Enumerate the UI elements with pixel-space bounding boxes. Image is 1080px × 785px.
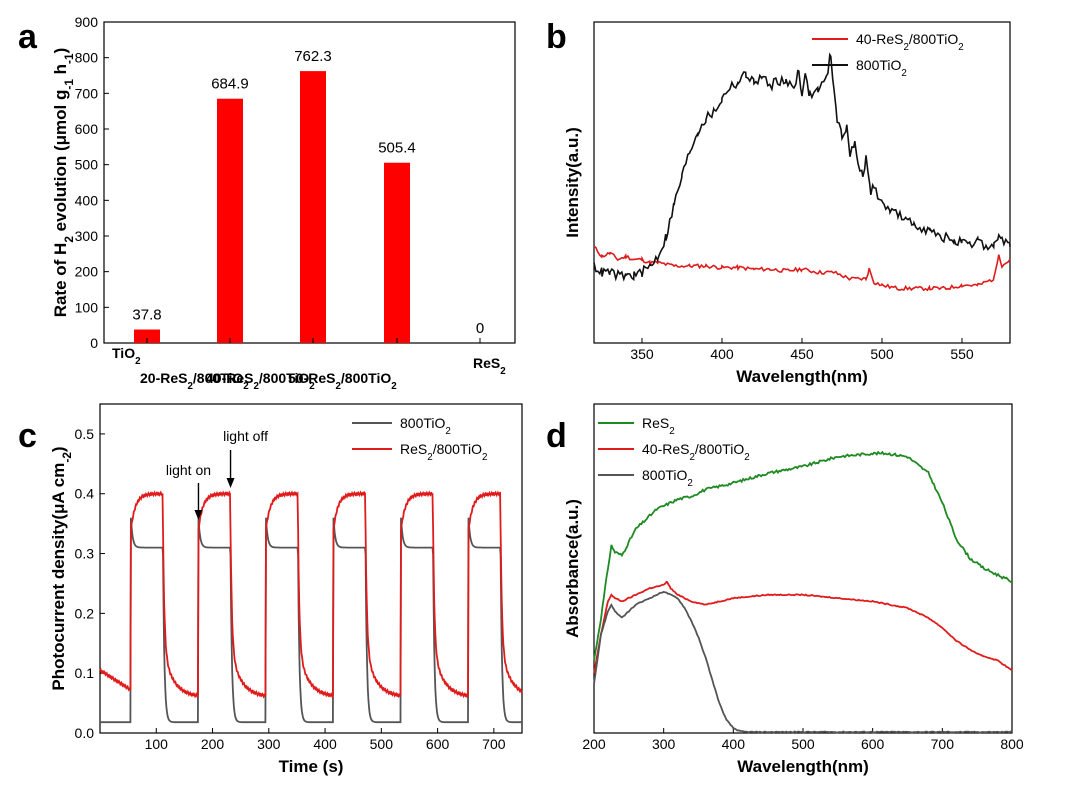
panel-a-ytick-label: 300 [75, 228, 99, 244]
panel-c-xtick-label: 400 [313, 736, 337, 752]
panel-a-ytick-label: 400 [75, 192, 99, 208]
panel-a-category-label: 40-ReS2/800TiO2 [206, 370, 315, 392]
panel-d-xtick-label: 600 [861, 736, 885, 752]
panel-d-xlabel: Wavelength(nm) [737, 757, 869, 776]
panel-d-series-line [593, 590, 1013, 734]
panel-c-annotation-light-off: light off [223, 428, 268, 444]
panel-a-bar [134, 329, 160, 343]
panel-c-ytick-label: 0.0 [75, 725, 95, 741]
panel-c-arrowhead-light-on [194, 510, 203, 520]
panel-a-ytick-label: 800 [75, 50, 99, 66]
panel-d-xtick-label: 800 [1000, 736, 1024, 752]
panel-c-xlabel: Time (s) [279, 757, 344, 776]
panel-a-category-label: ReS2 [473, 355, 506, 377]
panel-b-xlabel: Wavelength(nm) [736, 367, 868, 386]
panel-b-xtick-label: 350 [630, 346, 654, 362]
panel-b-xtick-label: 550 [950, 346, 974, 362]
panel-a-bar-chart: 0 100 200 300 400 500 600 700 800 900 37.8 684.9 762… [51, 14, 516, 392]
panel-d-series-line [593, 450, 1013, 661]
panel-b-xtick-label: 500 [870, 346, 894, 362]
panel-b-xtick-label: 400 [710, 346, 734, 362]
panel-b-legend-label: 800TiO2 [856, 57, 907, 79]
panel-a-value-label: 0 [476, 320, 484, 337]
panel-letter-d: d [546, 417, 567, 455]
panel-d-legend-label: 40-ReS2/800TiO2 [642, 441, 750, 463]
panel-d-ylabel: Absorbance(a.u.) [563, 499, 582, 638]
panel-letter-b: b [546, 18, 567, 56]
panel-c-ylabel: Photocurrent density(μA cm-2) [49, 446, 74, 690]
panel-c-arrowhead-light-off [226, 478, 235, 488]
panel-c-series-line [100, 517, 522, 724]
panel-letter-a: a [18, 18, 38, 56]
panel-a-ytick-label: 700 [75, 85, 99, 101]
panel-b-series-line [593, 245, 1011, 292]
panel-c-xtick-label: 500 [370, 736, 394, 752]
panel-a-ylabel: Rate of H2 evolution (μmol g-1 h-1) [51, 48, 76, 318]
panel-d-xtick-label: 200 [582, 736, 606, 752]
panel-d-line-chart: 200 300 400 500 600 700 800 Wavelength(nm) Absor… [563, 403, 1024, 776]
panel-a-ytick-label: 0 [90, 335, 98, 351]
panel-d-legend-label: 800TiO2 [642, 467, 693, 489]
panel-c-ytick-label: 0.3 [75, 546, 95, 562]
panel-a-ytick-label: 500 [75, 157, 99, 173]
panel-d-xtick-label: 500 [791, 736, 815, 752]
panel-a-category-label: TiO2 [112, 345, 141, 367]
panel-c-xtick-label: 700 [482, 736, 506, 752]
panel-d-legend-label: ReS2 [642, 415, 675, 437]
panel-d-xtick-label: 400 [722, 736, 746, 752]
panel-b-line-chart: 350 400 450 500 550 Wavelength(nm) Intensity(a… [563, 21, 1011, 386]
panel-b-legend-label: 40-ReS2/800TiO2 [856, 31, 964, 53]
panel-b-axes-frame [593, 21, 1011, 344]
panel-b-xtick-label: 450 [790, 346, 814, 362]
panel-c-legend-label: 800TiO2 [400, 415, 451, 437]
panel-a-value-label: 505.4 [378, 140, 416, 157]
panel-a-value-label: 762.3 [294, 48, 332, 65]
panel-a-category-label: 50-ReS2/800TiO2 [288, 370, 397, 392]
panel-c-xtick-label: 600 [426, 736, 450, 752]
panel-c-annotation-light-on: light on [166, 462, 211, 478]
panel-c-line-chart: 100 200 300 400 500 600 700 0.0 0.1 0.2 0.3 0.4 0.5 T… [49, 403, 523, 776]
panel-a-bar [384, 162, 410, 343]
panel-d-xtick-label: 300 [652, 736, 676, 752]
panel-a-value-label: 684.9 [211, 76, 249, 93]
panel-b-series-line [593, 52, 1011, 282]
panel-a-ytick-label: 600 [75, 121, 99, 137]
panel-a-ytick-label: 100 [75, 299, 99, 315]
panel-a-category-label: 20-ReS2/800TiO2 [140, 370, 249, 392]
panel-c-xtick-label: 200 [201, 736, 225, 752]
panel-d-xtick-label: 700 [931, 736, 955, 752]
panel-c-series-line [99, 490, 523, 700]
panel-b-ylabel: Intensity(a.u.) [563, 127, 582, 238]
panel-c-ytick-label: 0.5 [75, 426, 95, 442]
panel-a-ytick-label: 900 [75, 14, 99, 30]
panel-c-ytick-label: 0.2 [75, 605, 95, 621]
panel-c-xtick-label: 100 [145, 736, 169, 752]
panel-a-value-label: 37.8 [132, 307, 161, 324]
panel-a-bar [300, 71, 326, 343]
panel-c-xtick-label: 300 [257, 736, 281, 752]
panel-a-bar [217, 98, 243, 344]
panel-c-ytick-label: 0.1 [75, 665, 95, 681]
panel-letter-c: c [18, 417, 37, 455]
panel-a-ytick-label: 200 [75, 264, 99, 280]
panel-c-legend-label: ReS2/800TiO2 [400, 441, 487, 463]
panel-c-ytick-label: 0.4 [75, 486, 95, 502]
panel-c-axes-frame [99, 403, 523, 734]
panel-d-series-line [593, 580, 1013, 674]
